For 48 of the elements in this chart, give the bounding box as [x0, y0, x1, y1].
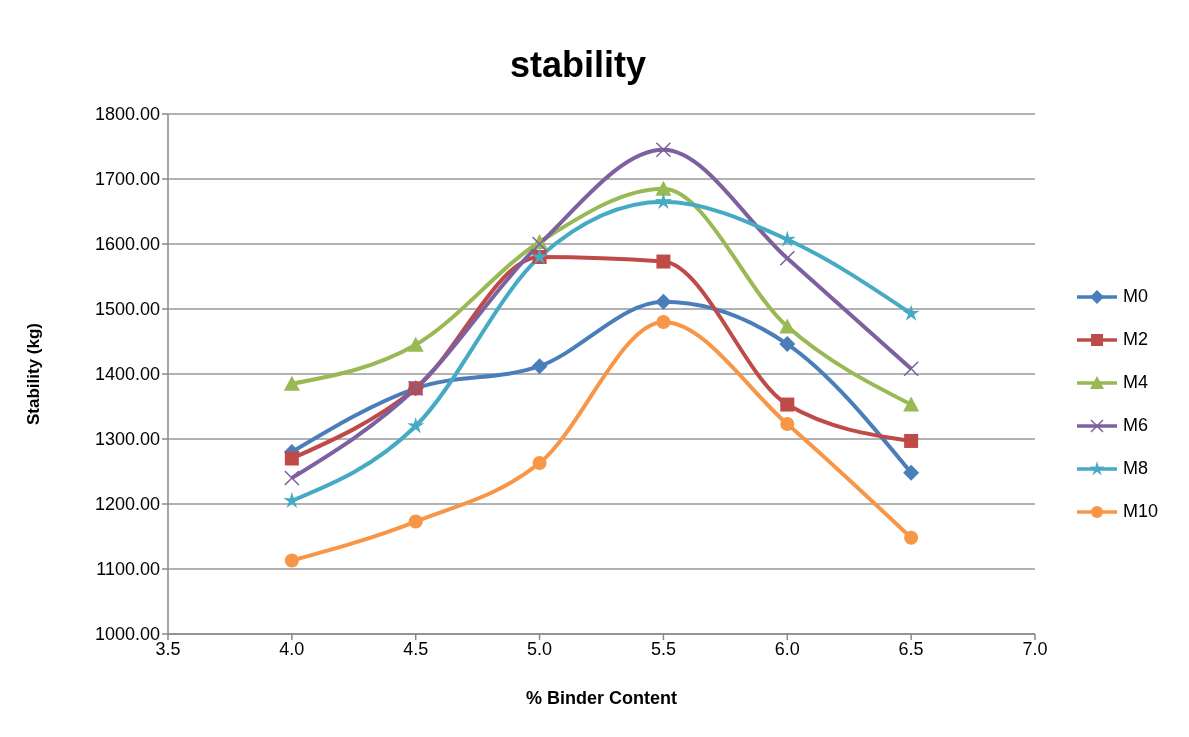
legend-label: M10 — [1122, 501, 1158, 522]
point — [780, 397, 795, 412]
y-axis-title: Stability (kg) — [24, 322, 44, 426]
point — [904, 530, 919, 545]
point — [903, 361, 919, 377]
point — [654, 192, 672, 210]
x-axis-title: % Binder Content — [525, 688, 677, 708]
point — [902, 304, 920, 321]
x-tick-label: 5.5 — [650, 638, 676, 659]
point — [779, 336, 796, 353]
point — [655, 180, 672, 196]
y-tick-label: 1500.00 — [94, 299, 160, 320]
y-tick-label: 1800.00 — [94, 104, 160, 125]
point — [904, 433, 919, 448]
y-tick-label: 1400.00 — [94, 364, 160, 385]
point — [655, 293, 672, 310]
point — [780, 417, 795, 432]
y-tick-label: 1700.00 — [94, 169, 160, 190]
y-tick-label: 1200.00 — [94, 494, 160, 515]
point — [407, 417, 425, 434]
point — [655, 142, 672, 158]
y-tick-label: 1100.00 — [96, 559, 160, 580]
x-tick-label: 4.0 — [279, 638, 305, 659]
point — [284, 553, 299, 568]
point — [656, 315, 671, 329]
point — [284, 470, 300, 486]
point — [283, 375, 300, 391]
point — [284, 451, 299, 466]
legend-label: M2 — [1122, 329, 1148, 350]
point — [903, 396, 920, 412]
x-tick-label: 4.5 — [403, 638, 429, 659]
point — [531, 358, 548, 375]
legend-label: M4 — [1122, 372, 1148, 393]
y-tick-label: 1300.00 — [94, 429, 160, 450]
x-tick-label: 6.5 — [898, 638, 924, 659]
point — [656, 254, 671, 269]
point — [407, 336, 424, 352]
legend-label: M8 — [1122, 458, 1148, 479]
chart-title: stability — [508, 43, 647, 87]
y-tick-label: 1600.00 — [94, 234, 160, 255]
x-tick-label: 5.0 — [527, 638, 553, 659]
point — [532, 456, 547, 471]
legend-label: M6 — [1122, 415, 1148, 436]
x-tick-label: 7.0 — [1022, 638, 1048, 659]
point — [903, 464, 920, 481]
legend-label: M0 — [1122, 286, 1148, 307]
x-tick-label: 6.0 — [774, 638, 800, 659]
point — [408, 514, 423, 529]
